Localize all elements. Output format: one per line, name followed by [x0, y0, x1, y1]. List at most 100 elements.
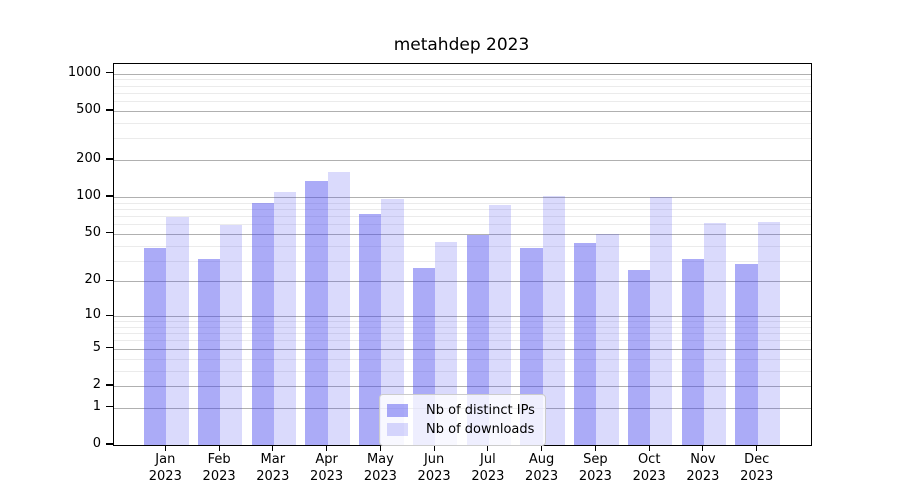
x-tick-label-oct: Oct 2023 — [614, 452, 684, 485]
y-tick-2 — [106, 384, 113, 386]
y-tick-label-20: 20 — [84, 272, 101, 288]
y-tick-1 — [106, 406, 113, 408]
x-label-month-may: May — [366, 452, 394, 467]
x-label-year-dec: 2023 — [740, 468, 774, 484]
y-tick-label-500: 500 — [76, 101, 101, 117]
x-label-year-aug: 2023 — [525, 468, 559, 484]
x-tick-apr — [326, 445, 328, 451]
y-tick-label-100: 100 — [76, 187, 101, 203]
y-tick-label-2: 2 — [92, 376, 101, 392]
bar-nb-of-downloads-aug — [542, 196, 565, 445]
y-tick-1000 — [106, 72, 113, 74]
x-tick-may — [379, 445, 381, 451]
x-tick-mar — [272, 445, 274, 451]
gridline-minor-4 — [114, 358, 811, 360]
x-label-month-dec: Dec — [744, 452, 770, 467]
x-tick-label-nov: Nov 2023 — [668, 452, 738, 485]
y-tick-label-0: 0 — [92, 435, 101, 451]
gridline-major-2 — [114, 386, 811, 387]
gridline-minor-80 — [114, 208, 811, 210]
x-tick-label-jan: Jan 2023 — [130, 452, 200, 485]
bar-nb-of-distinct-ips-dec — [735, 264, 758, 445]
x-tick-nov — [702, 445, 704, 451]
gridline-minor-9 — [114, 321, 811, 323]
bar-nb-of-downloads-jul — [488, 205, 512, 445]
x-tick-label-aug: Aug 2023 — [507, 452, 577, 485]
x-label-year-jan: 2023 — [148, 468, 182, 484]
x-label-month-apr: Apr — [315, 452, 338, 467]
plot-area: Nb of distinct IPs Nb of downloads — [113, 63, 812, 446]
legend-swatch-nb-of-downloads — [387, 423, 408, 436]
bar-nb-of-distinct-ips-nov — [681, 258, 704, 445]
legend: Nb of distinct IPs Nb of downloads — [379, 394, 546, 446]
x-tick-label-sep: Sep 2023 — [560, 452, 630, 485]
gridline-minor-800 — [114, 85, 811, 87]
y-tick-label-10: 10 — [84, 307, 101, 322]
y-tick-20 — [106, 279, 113, 281]
x-label-month-nov: Nov — [690, 452, 716, 467]
gridline-minor-7 — [114, 333, 811, 335]
bar-nb-of-distinct-ips-jan — [144, 248, 167, 445]
gridline-major-10 — [114, 316, 811, 318]
gridline-minor-90 — [114, 202, 811, 204]
bar-nb-of-distinct-ips-oct — [627, 269, 651, 445]
gridline-minor-40 — [114, 245, 811, 247]
gridline-major-200 — [114, 160, 811, 161]
x-label-year-feb: 2023 — [202, 468, 236, 484]
gridline-minor-30 — [114, 260, 811, 262]
x-label-month-jun: Jun — [423, 452, 445, 467]
gridline-major-20 — [114, 281, 811, 283]
x-label-month-oct: Oct — [637, 452, 661, 467]
x-tick-label-may: May 2023 — [345, 452, 415, 485]
bar-nb-of-downloads-mar — [273, 191, 297, 445]
bar-nb-of-downloads-dec — [757, 221, 780, 445]
y-tick-50 — [106, 232, 113, 234]
bars-layer — [114, 64, 811, 445]
y-tick-label-50: 50 — [84, 224, 101, 240]
x-tick-oct — [648, 445, 650, 451]
x-tick-dec — [756, 445, 758, 451]
y-tick-label-5: 5 — [92, 339, 101, 355]
gridline-minor-300 — [114, 138, 811, 140]
legend-label-nb-of-distinct-ips: Nb of distinct IPs — [426, 403, 535, 418]
x-tick-feb — [218, 445, 220, 451]
x-label-month-aug: Aug — [528, 452, 555, 467]
bar-nb-of-distinct-ips-may — [359, 213, 382, 445]
legend-label-nb-of-downloads: Nb of downloads — [426, 422, 535, 437]
x-label-year-mar: 2023 — [256, 468, 290, 484]
gridline-minor-70 — [114, 216, 811, 217]
bar-nb-of-distinct-ips-sep — [574, 242, 597, 445]
gridline-minor-3 — [114, 370, 811, 372]
x-label-year-oct: 2023 — [632, 468, 666, 484]
x-tick-label-feb: Feb 2023 — [184, 452, 254, 485]
x-label-month-feb: Feb — [207, 452, 231, 467]
gridline-major-5 — [114, 348, 811, 350]
x-label-month-sep: Sep — [583, 452, 608, 467]
gridline-major-500 — [114, 111, 811, 112]
bar-nb-of-distinct-ips-mar — [251, 203, 274, 445]
x-tick-sep — [594, 445, 596, 451]
x-tick-label-apr: Apr 2023 — [292, 452, 362, 485]
bar-nb-of-distinct-ips-jul — [466, 234, 489, 445]
x-label-month-mar: Mar — [260, 452, 286, 467]
x-tick-label-jun: Jun 2023 — [399, 452, 469, 485]
x-label-month-jan: Jan — [155, 452, 176, 467]
gridline-major-100 — [114, 197, 811, 198]
x-label-year-may: 2023 — [363, 468, 397, 484]
bar-nb-of-downloads-apr — [327, 172, 350, 445]
gridline-major-1000 — [114, 73, 811, 75]
bar-nb-of-downloads-jan — [166, 216, 189, 445]
bar-nb-of-distinct-ips-apr — [305, 181, 328, 445]
y-tick-5 — [106, 347, 113, 349]
y-tick-label-1000: 1000 — [67, 64, 101, 80]
bar-nb-of-downloads-feb — [220, 225, 243, 445]
gridline-minor-400 — [114, 122, 811, 124]
y-tick-200 — [106, 158, 113, 160]
y-tick-100 — [106, 195, 113, 197]
chart-title: metahdep 2023 — [393, 35, 530, 55]
x-tick-label-jul: Jul 2023 — [453, 452, 523, 485]
x-label-year-jul: 2023 — [471, 468, 505, 484]
x-tick-label-mar: Mar 2023 — [238, 452, 308, 485]
x-label-year-jun: 2023 — [417, 468, 451, 484]
